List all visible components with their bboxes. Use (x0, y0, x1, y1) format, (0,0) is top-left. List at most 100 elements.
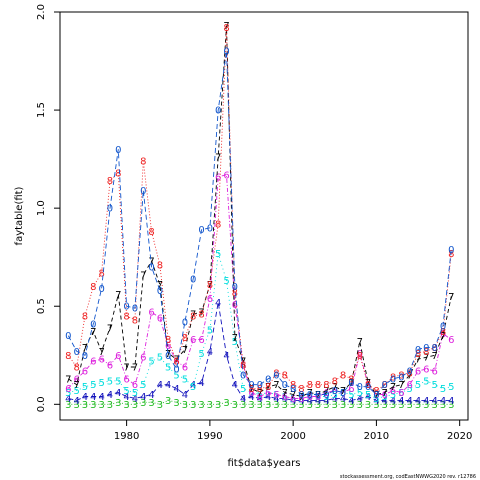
data-point-5: 5 (282, 392, 288, 403)
data-point-8: 8 (290, 380, 296, 391)
data-point-5: 5 (448, 382, 454, 393)
data-point-6: 6 (82, 366, 88, 377)
data-point-4: 4 (290, 396, 296, 407)
data-point-6: 6 (182, 363, 188, 374)
data-point-4: 4 (365, 392, 371, 403)
data-point-5: 5 (148, 357, 154, 368)
plot-frame (59, 11, 469, 421)
data-point-8: 8 (340, 370, 346, 381)
data-point-8: 8 (348, 374, 354, 385)
data-point-4: 4 (257, 394, 263, 405)
data-point-5: 5 (415, 380, 421, 391)
data-point-8: 8 (240, 361, 246, 372)
data-point-5: 5 (240, 384, 246, 395)
data-point-7: 7 (273, 380, 279, 391)
data-point-7: 7 (148, 257, 154, 268)
data-point-8: 8 (315, 380, 321, 391)
series-line-0 (67, 51, 452, 396)
data-point-4: 4 (423, 396, 429, 407)
data-point-4: 4 (382, 396, 388, 407)
data-point-3: 3 (148, 398, 154, 409)
data-point-4: 4 (415, 396, 421, 407)
y-tick-label: 1.5 (36, 102, 47, 118)
data-point-5: 5 (423, 376, 429, 387)
data-point-6: 6 (165, 341, 171, 352)
data-point-8: 8 (440, 327, 446, 338)
data-point-7: 7 (82, 343, 88, 354)
data-point-6: 6 (398, 388, 404, 399)
data-point-5: 5 (265, 388, 271, 399)
data-point-3: 3 (173, 398, 179, 409)
data-point-5: 5 (273, 390, 279, 401)
data-point-8: 8 (223, 23, 229, 34)
data-point-7: 7 (207, 280, 213, 291)
data-point-0: 0 (273, 370, 279, 381)
data-point-7: 7 (307, 388, 313, 399)
data-point-4: 4 (98, 392, 104, 403)
data-point-8: 8 (257, 384, 263, 395)
data-point-5: 5 (73, 386, 79, 397)
data-point-6: 6 (248, 388, 254, 399)
data-point-0: 0 (73, 347, 79, 358)
data-point-7: 7 (373, 390, 379, 401)
data-point-7: 7 (157, 280, 163, 291)
footer-credit: stockassessment.org, codEastNWWG2020 rev… (340, 474, 476, 480)
data-point-3: 3 (215, 400, 221, 411)
data-point-7: 7 (440, 331, 446, 342)
data-point-0: 0 (282, 380, 288, 391)
data-point-8: 8 (107, 176, 113, 187)
data-point-8: 8 (398, 370, 404, 381)
data-point-0: 0 (165, 351, 171, 362)
data-point-3: 3 (423, 400, 429, 411)
data-point-5: 5 (115, 376, 121, 387)
series-line-7 (68, 25, 452, 397)
data-point-3: 3 (98, 400, 104, 411)
data-point-5: 5 (365, 390, 371, 401)
data-point-4: 4 (390, 396, 396, 407)
data-point-3: 3 (373, 400, 379, 411)
data-point-0: 0 (90, 319, 96, 330)
data-point-0: 0 (307, 390, 313, 401)
data-point-7: 7 (265, 382, 271, 393)
data-point-3: 3 (248, 400, 254, 411)
data-point-8: 8 (365, 380, 371, 391)
data-point-6: 6 (98, 355, 104, 366)
data-point-6: 6 (323, 388, 329, 399)
data-point-4: 4 (307, 396, 313, 407)
data-point-6: 6 (448, 335, 454, 346)
data-point-3: 3 (123, 400, 129, 411)
data-point-6: 6 (90, 357, 96, 368)
data-point-7: 7 (315, 390, 321, 401)
data-point-4: 4 (315, 396, 321, 407)
data-point-0: 0 (290, 384, 296, 395)
data-point-4: 4 (223, 351, 229, 362)
data-point-5: 5 (223, 276, 229, 287)
data-point-3: 3 (382, 400, 388, 411)
data-point-4: 4 (73, 396, 79, 407)
x-tick-label: 2000 (280, 431, 305, 442)
data-point-6: 6 (115, 351, 121, 362)
data-point-3: 3 (190, 400, 196, 411)
data-point-7: 7 (407, 370, 413, 381)
data-point-6: 6 (123, 374, 129, 385)
data-point-5: 5 (173, 370, 179, 381)
data-point-0: 0 (173, 365, 179, 376)
data-point-6: 6 (332, 386, 338, 397)
data-point-8: 8 (248, 384, 254, 395)
data-point-4: 4 (440, 396, 446, 407)
data-point-3: 3 (223, 398, 229, 409)
data-point-3: 3 (357, 400, 363, 411)
data-point-3: 3 (165, 396, 171, 407)
data-point-6: 6 (265, 388, 271, 399)
data-point-6: 6 (440, 329, 446, 340)
data-point-0: 0 (423, 343, 429, 354)
data-point-6: 6 (157, 314, 163, 325)
data-point-8: 8 (82, 312, 88, 323)
data-point-4: 4 (398, 396, 404, 407)
data-point-5: 5 (382, 392, 388, 403)
data-point-5: 5 (182, 374, 188, 385)
data-point-8: 8 (140, 157, 146, 168)
